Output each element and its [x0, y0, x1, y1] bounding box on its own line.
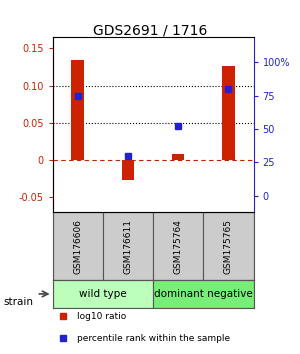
Bar: [52, 212, 103, 280]
Bar: [222, 65, 235, 160]
Text: GSM175765: GSM175765: [224, 218, 233, 274]
Text: GSM175764: GSM175764: [174, 219, 183, 274]
Bar: [153, 212, 203, 280]
Text: percentile rank within the sample: percentile rank within the sample: [76, 334, 230, 343]
Text: GSM176611: GSM176611: [123, 218, 132, 274]
Bar: [172, 154, 184, 160]
Bar: [153, 280, 254, 308]
Text: wild type: wild type: [79, 289, 127, 299]
Bar: [52, 280, 153, 308]
Text: GSM176606: GSM176606: [73, 218, 82, 274]
Bar: [103, 212, 153, 280]
Bar: [203, 212, 254, 280]
Text: strain: strain: [3, 297, 33, 307]
Text: log10 ratio: log10 ratio: [76, 312, 126, 321]
Bar: [71, 59, 84, 160]
Bar: [122, 160, 134, 180]
Text: dominant negative: dominant negative: [154, 289, 253, 299]
Text: GDS2691 / 1716: GDS2691 / 1716: [93, 23, 207, 37]
